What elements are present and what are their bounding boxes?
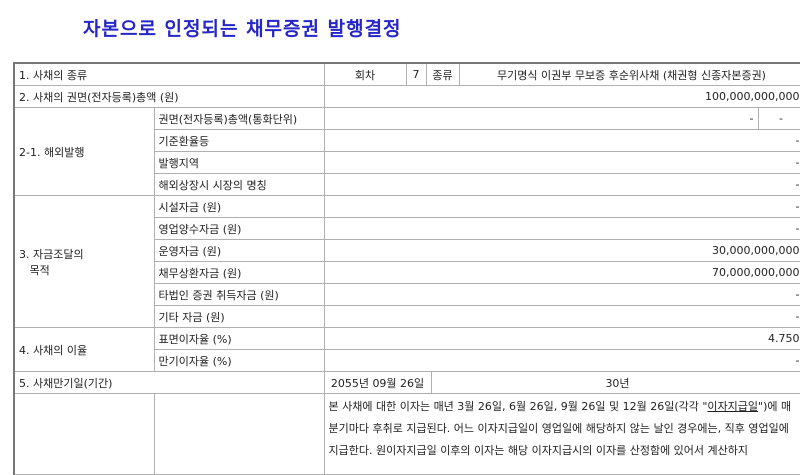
item-label: 영업양수자금 (원) [153,217,325,240]
bond-type-label: 1. 사채의 종류 [13,62,325,86]
overseas-label: 2-1. 해외발행 [13,107,155,196]
total-amount-value: 100,000,000,000 [323,85,800,108]
table-row: 4. 사채의 이율 표면이자율 (%) 4.750 [13,327,800,372]
maturity-date: 2055년 09월 26일 [323,371,432,394]
item-label: 표면이자율 (%) [153,327,325,350]
interest-payment-text: 본 사채에 대한 이자는 매년 3월 26일, 6월 26일, 9월 26일 및… [323,393,800,475]
item-value: - [323,217,800,240]
kind-value: 무기명식 이권부 무보증 후순위사채 (채권형 신종자본증권) [458,62,800,86]
page-title: 자본으로 인정되는 채무증권 발행결정 [83,18,402,40]
text-part: 본 사채에 대한 이자는 매년 3월 26일, 6월 26일, 9월 26일 및… [328,400,708,413]
table-row: 3. 자금조달의 목적 시설자금 (원) - [13,195,800,328]
item-value: 4.750 [323,327,800,350]
bond-issuance-table: 1. 사채의 종류 회차 7 종류 무기명식 이권부 무보증 후순위사채 (채권… [13,62,800,475]
item-value: - [323,283,800,306]
round-label: 회차 [323,62,407,86]
item-value: 70,000,000,000 [323,261,800,284]
item-label: 해외상장시 시장의 명칭 [153,173,325,196]
item-value: - [323,151,800,174]
table-row: 1. 사채의 종류 회차 7 종류 무기명식 이권부 무보증 후순위사채 (채권… [13,62,800,86]
blank-cell [13,393,155,475]
table-row: 본 사채에 대한 이자는 매년 3월 26일, 6월 26일, 9월 26일 및… [13,393,800,475]
table-row: 2-1. 해외발행 권면(전자등록)총액(통화단위) - - [13,107,800,196]
maturity-label: 5. 사채만기일(기간) [13,371,325,394]
item-value: - [323,195,800,218]
purpose-label: 3. 자금조달의 목적 [13,195,155,328]
interest-rate-label: 4. 사채의 이율 [13,327,155,372]
item-label: 권면(전자등록)총액(통화단위) [153,107,325,130]
table-row: 운영자금 (원) 30,000,000,000 [14,239,800,262]
total-amount-label: 2. 사채의 권면(전자등록)총액 (원) [13,85,325,108]
table-row: 해외상장시 시장의 명칭 - [14,173,800,196]
round-value: 7 [405,62,427,86]
table-row: 2. 사채의 권면(전자등록)총액 (원) 100,000,000,000 [13,85,800,108]
item-label: 시설자금 (원) [153,195,325,218]
purpose-label-line1: 3. 자금조달의 [19,247,84,261]
item-label: 운영자금 (원) [153,239,325,262]
item-label: 만기이자율 (%) [153,349,325,372]
purpose-label-line2: 목적 [29,263,50,277]
defined-term: 이자지급일 [707,400,759,413]
item-value: 30,000,000,000 [323,239,800,262]
kind-label: 종류 [425,62,460,86]
table-row: 만기이자율 (%) - [14,349,800,372]
item-value: - [323,305,800,328]
table-row: 5. 사채만기일(기간) 2055년 09월 26일 30년 [13,371,800,394]
item-value: - [323,173,800,196]
item-unit: - [757,107,800,130]
maturity-period: 30년 [430,371,800,394]
table-row: 기타 자금 (원) - [14,305,800,328]
item-label: 기준환율등 [153,129,325,152]
item-label: 채무상환자금 (원) [153,261,325,284]
item-label: 기타 자금 (원) [153,305,325,328]
item-label: 발행지역 [153,151,325,174]
item-value: - [323,349,800,372]
item-label: 타법인 증권 취득자금 (원) [153,283,325,306]
item-value: - [323,129,800,152]
blank-cell [153,393,325,475]
table-row: 영업양수자금 (원) - [14,217,800,240]
item-value: - [323,107,759,130]
